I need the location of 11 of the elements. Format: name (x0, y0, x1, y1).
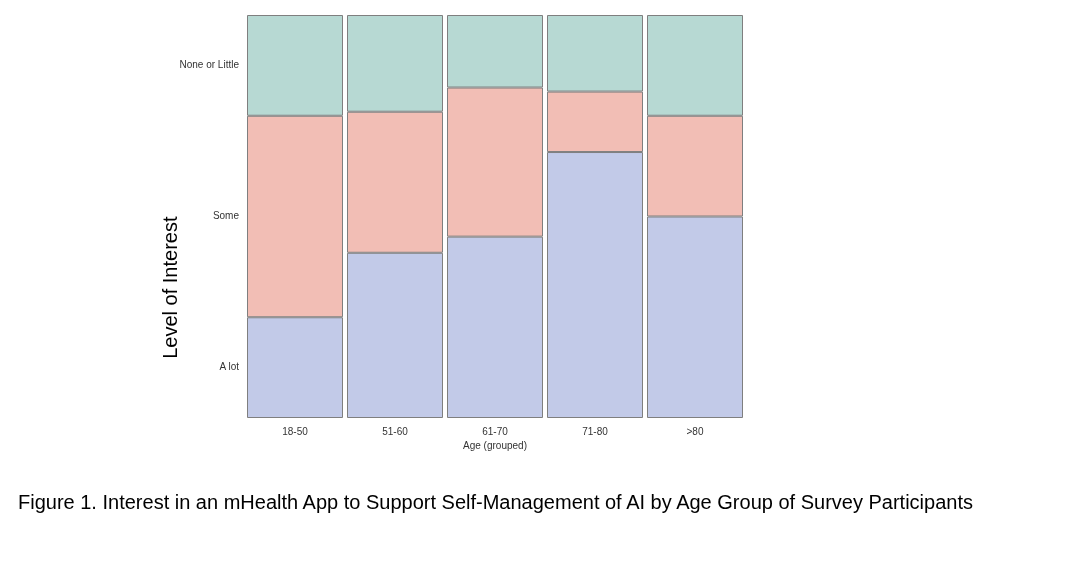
series-label: A lot (219, 361, 240, 373)
x-tick-label: >80 (686, 425, 704, 437)
x-tick-label: 18-50 (282, 425, 309, 437)
x-tick-label: 71-80 (582, 425, 609, 437)
x-axis-title: Age (grouped) (463, 440, 527, 452)
caption: Figure 1. Interest in an mHealth App to Support Self-Management of AI by Age Group of Survey Participants (18, 491, 973, 513)
x-tick-label: 51-60 (382, 425, 409, 437)
y-axis-title: Level of Interest (159, 216, 181, 359)
series-label: Some (212, 210, 240, 221)
series-label: None or Little (179, 58, 240, 70)
x-tick-label: 61-70 (482, 425, 509, 437)
